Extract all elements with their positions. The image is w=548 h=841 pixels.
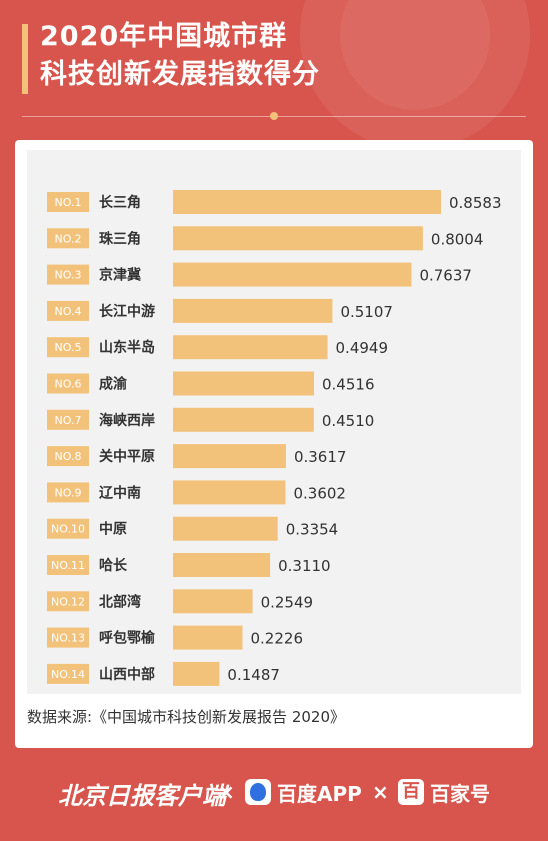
rank-badge xyxy=(47,409,89,430)
chart-panel: NO.1 长三角 0.8583 NO.2 珠三角 0.8004 NO.3 京津冀 0.7637 N… xyxy=(15,140,533,748)
bar xyxy=(173,226,423,251)
rank-badge xyxy=(47,300,89,321)
rank-badge xyxy=(47,373,89,394)
rank-badge xyxy=(47,264,89,285)
bar xyxy=(173,661,220,686)
rank-label: NO.4 xyxy=(55,305,82,318)
rank-badge xyxy=(47,627,89,648)
category-label: 哈长 xyxy=(99,557,128,574)
rank-label: NO.9 xyxy=(55,486,82,499)
rank-label: NO.8 xyxy=(55,450,82,463)
value-label: 0.3354 xyxy=(286,521,339,539)
category-label: 长江中游 xyxy=(99,303,155,320)
bar xyxy=(173,444,286,469)
category-label: 山西中部 xyxy=(99,666,155,683)
category-label: 关中平原 xyxy=(99,448,155,465)
category-label: 山东半岛 xyxy=(99,339,155,356)
category-label: 北部湾 xyxy=(99,593,141,610)
beijing-daily-logo: 北京日报客户端 xyxy=(58,781,226,810)
bar xyxy=(173,335,328,360)
title-line-1: 2020年中国城市群 xyxy=(40,21,288,52)
chart-area: NO.1 长三角 0.8583 NO.2 珠三角 0.8004 NO.3 京津冀 0.7637 N… xyxy=(27,150,521,694)
category-label: 中原 xyxy=(99,521,127,538)
category-label: 京津冀 xyxy=(99,267,141,284)
category-label: 长三角 xyxy=(99,194,141,211)
rank-label: NO.10 xyxy=(51,523,85,536)
times-sign-2: × xyxy=(372,780,389,804)
bar-chart: NO.1 长三角 0.8583 NO.2 珠三角 0.8004 NO.3 京津冀 0.7637 N… xyxy=(47,190,502,686)
rank-label: NO.11 xyxy=(51,559,85,572)
value-label: 0.7637 xyxy=(419,267,472,285)
category-label: 海峡西岸 xyxy=(99,412,155,429)
rank-label: NO.13 xyxy=(51,632,85,645)
rank-badge xyxy=(47,591,89,612)
bar xyxy=(173,553,271,577)
title-accent-bar xyxy=(22,24,28,94)
bar xyxy=(173,262,412,287)
rank-label: NO.14 xyxy=(51,668,85,681)
value-label: 0.1487 xyxy=(227,666,280,684)
data-source: 数据来源:《中国城市科技创新发展报告 2020》 xyxy=(27,708,345,726)
value-label: 0.5107 xyxy=(340,303,393,321)
rank-label: NO.5 xyxy=(55,341,82,354)
bar xyxy=(173,480,286,505)
value-label: 0.8583 xyxy=(449,194,502,212)
category-label: 珠三角 xyxy=(99,230,141,247)
category-label: 呼包鄂榆 xyxy=(99,630,156,647)
rank-badge xyxy=(47,446,89,467)
rank-label: NO.12 xyxy=(51,595,85,608)
rank-label: NO.3 xyxy=(55,269,82,282)
rank-badge xyxy=(47,663,89,684)
bar xyxy=(173,190,441,214)
value-label: 0.4949 xyxy=(336,339,389,357)
category-label: 成渝 xyxy=(99,376,128,393)
bar xyxy=(173,298,333,323)
rank-badge xyxy=(47,192,89,212)
title-line-2: 科技创新发展指数得分 xyxy=(40,59,320,90)
rank-label: NO.7 xyxy=(55,414,82,427)
value-label: 0.4510 xyxy=(322,412,375,430)
bar xyxy=(173,625,243,650)
rank-label: NO.1 xyxy=(55,196,82,209)
bar xyxy=(173,516,278,541)
rank-badge xyxy=(47,555,89,575)
times-sign: × xyxy=(218,780,235,804)
baijiahao-logo: 百家号 xyxy=(430,782,490,806)
value-label: 0.2226 xyxy=(251,630,304,648)
baidu-paw-icon xyxy=(245,779,271,805)
bar xyxy=(173,407,314,432)
value-label: 0.2549 xyxy=(261,593,314,611)
page-title: 2020年中国城市群 科技创新发展指数得分 xyxy=(40,18,320,94)
value-label: 0.3617 xyxy=(294,448,347,466)
value-label: 0.8004 xyxy=(431,230,484,248)
bar xyxy=(173,371,315,396)
rank-badge xyxy=(47,337,89,358)
value-label: 0.3602 xyxy=(293,484,346,502)
divider-dot xyxy=(270,112,278,120)
baijiahao-icon: 百 xyxy=(398,779,424,805)
footer: 北京日报客户端 × 百度APP × 百 百家号 xyxy=(0,770,548,820)
rank-badge xyxy=(47,482,89,503)
category-label: 辽中南 xyxy=(99,484,141,501)
value-label: 0.3110 xyxy=(278,557,331,575)
bar xyxy=(173,589,253,614)
rank-label: NO.6 xyxy=(55,378,82,391)
baidu-app-logo: 百度APP xyxy=(277,782,362,806)
rank-label: NO.2 xyxy=(55,232,82,245)
rank-badge xyxy=(47,518,89,539)
value-label: 0.4516 xyxy=(322,376,375,394)
rank-badge xyxy=(47,228,89,249)
